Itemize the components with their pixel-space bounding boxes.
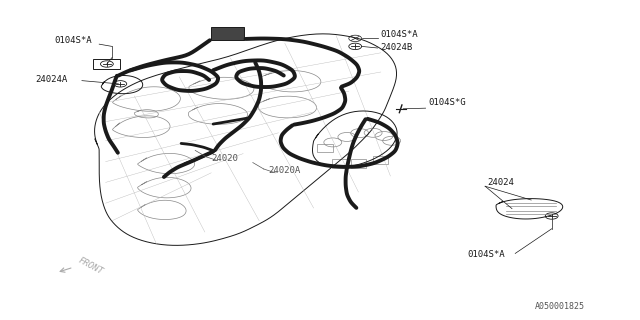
Text: 0104S*A: 0104S*A [54, 36, 92, 45]
Text: 0104S*A: 0104S*A [467, 250, 505, 259]
Text: A050001825: A050001825 [535, 302, 585, 311]
Text: 0104S*G: 0104S*G [429, 98, 467, 107]
Text: 24024B: 24024B [381, 43, 413, 52]
FancyBboxPatch shape [211, 27, 244, 40]
Text: FRONT: FRONT [77, 256, 105, 276]
Text: 0104S*A: 0104S*A [381, 30, 419, 39]
Text: 24020: 24020 [211, 154, 238, 163]
Text: 24024: 24024 [488, 178, 515, 187]
Text: 24020A: 24020A [269, 166, 301, 175]
Text: 24024A: 24024A [35, 75, 67, 84]
